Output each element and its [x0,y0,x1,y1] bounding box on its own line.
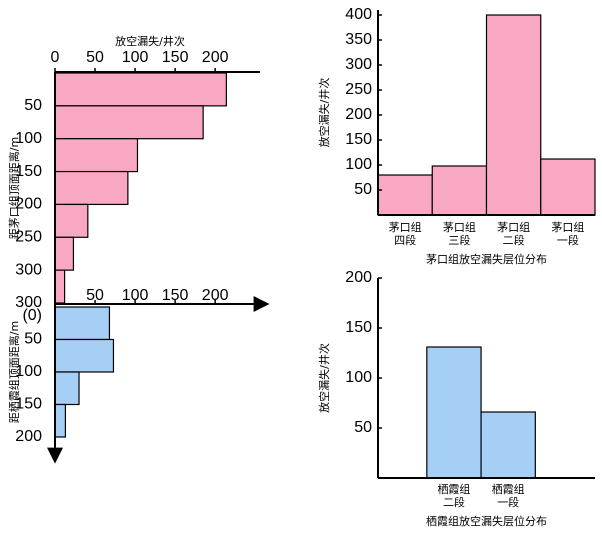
y-tick-label: 200 [15,428,42,445]
x-tick-label: 栖霞组 [492,482,525,496]
y-tick-label: 100 [345,156,372,173]
x-tick-label: 200 [202,49,229,66]
x-tick-label: 茅口组 [551,220,584,234]
y-tick-label: 250 [345,81,372,98]
y-axis-title: 距栖霞组顶面距离/m [7,321,21,423]
bar [54,338,115,373]
y-tick-label: 150 [15,396,42,413]
x-tick-label: 一段 [497,495,519,509]
x-tick-label: 二段 [503,233,525,247]
y-tick-label: 100 [345,369,372,386]
y-tick-label: 50 [24,97,42,114]
x-axis-title: 茅口组放空漏失层位分布 [426,252,547,266]
bar [426,346,482,479]
bar [54,138,139,173]
x-axis-title: 栖霞组放空漏失层位分布 [426,514,547,528]
x-tick-label: 茅口组 [389,220,422,234]
bar [54,105,204,140]
y-tick-label: 50 [24,331,42,348]
y-tick-label: 250 [15,229,42,246]
x-tick-label: 栖霞组 [437,482,470,496]
bar [54,72,227,107]
y-origin-label: (0) [22,307,42,324]
bar [54,371,80,406]
x-tick-label: 0 [51,49,60,66]
y-tick-label: 300 [15,294,42,311]
bar [54,170,129,206]
x-tick-label: 四段 [394,233,416,247]
y-axis-title: 距茅口组顶面距离/m [7,137,21,239]
x-tick-label: 一段 [557,233,579,247]
y-tick-label: 150 [345,319,372,336]
bar [431,165,488,216]
x-axis-title: 放空漏失/井次 [115,34,185,48]
x-tick-label: 100 [122,49,149,66]
x-tick-label: 二段 [443,495,465,509]
y-tick-label: 100 [15,363,42,380]
bar [485,14,542,216]
y-tick-label: 150 [15,163,42,180]
x-tick-label: 茅口组 [497,220,530,234]
y-axis-title: 放空漏失/井次 [317,343,331,413]
bar [54,403,67,438]
x-tick-label: 100 [122,287,149,304]
y-axis-title: 放空漏失/井次 [317,78,331,148]
bar [54,306,111,341]
y-tick-label: 50 [354,419,372,436]
x-tick-label: 50 [86,287,104,304]
x-tick-label: 150 [162,287,189,304]
y-tick-label: 400 [345,6,372,23]
y-tick-label: 300 [15,261,42,278]
x-tick-label: 150 [162,49,189,66]
bar [480,411,536,479]
y-tick-label: 200 [345,106,372,123]
bar [54,203,89,238]
bar [377,174,433,216]
bar [540,158,596,216]
x-tick-label: 茅口组 [443,220,476,234]
y-tick-label: 200 [345,269,372,286]
y-tick-label: 300 [345,56,372,73]
bar [54,236,75,271]
x-tick-label: 50 [86,49,104,66]
y-tick-label: 100 [15,130,42,147]
x-tick-label: 三段 [448,233,470,247]
y-tick-label: 150 [345,131,372,148]
bar [54,269,66,304]
y-tick-label: 50 [354,181,372,198]
y-tick-label: 200 [15,196,42,213]
y-tick-label: 350 [345,31,372,48]
x-tick-label: 200 [202,287,229,304]
